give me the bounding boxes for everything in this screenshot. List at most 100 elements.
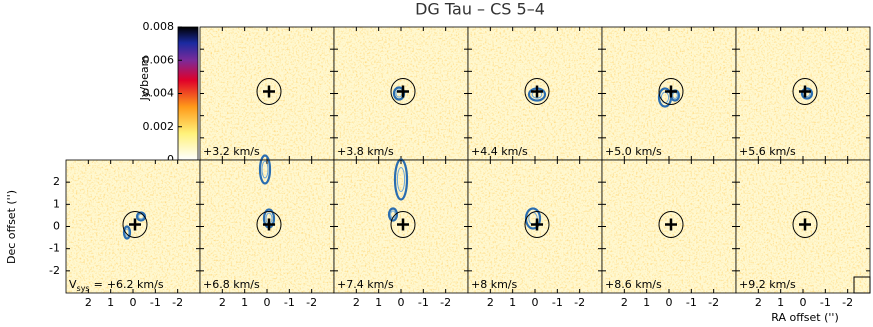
star-marker	[665, 218, 677, 231]
velocity-label: +6.8 km/s	[203, 278, 260, 291]
x-tick-label: 2	[85, 296, 92, 309]
contour	[800, 87, 814, 100]
velocity-value: +4.4 km/s	[471, 145, 528, 158]
velocity-label: +8 km/s	[471, 278, 518, 291]
star-marker	[129, 218, 141, 231]
y-tick-label: 0	[53, 220, 60, 233]
x-tick-label: 2	[755, 296, 762, 309]
star-marker	[531, 218, 543, 231]
x-tick-label: 2	[353, 296, 360, 309]
x-tick-label: 0	[398, 296, 405, 309]
x-tick-label: 0	[264, 296, 271, 309]
velocity-label: +3.8 km/s	[337, 145, 394, 158]
disk-contour	[792, 78, 818, 105]
x-tick-label: 0	[666, 296, 673, 309]
colorbar-tick-label: 0.008	[143, 20, 175, 33]
disk-contour	[122, 211, 148, 238]
x-tick-label: 1	[375, 296, 382, 309]
y-tick-label: 2	[53, 175, 60, 188]
x-tick-label: -1	[150, 296, 161, 309]
star-marker	[397, 85, 409, 98]
x-tick-label: -1	[686, 296, 697, 309]
star-marker	[263, 218, 275, 231]
contour	[387, 207, 399, 222]
x-tick-label: -2	[842, 296, 853, 309]
emission-map	[334, 27, 468, 160]
star-marker	[799, 218, 811, 231]
velocity-value: +9.2 km/s	[739, 278, 796, 291]
velocity-label: +3.2 km/s	[203, 145, 260, 158]
velocity-value: +6.2 km/s	[107, 278, 164, 291]
channel-panel: +5.6 km/s	[735, 26, 871, 161]
velocity-value: +6.8 km/s	[203, 278, 260, 291]
disk-contour	[658, 211, 684, 238]
disk-contour	[524, 78, 550, 105]
contour	[122, 225, 132, 240]
x-tick-label: 2	[621, 296, 628, 309]
disk-contour	[524, 211, 550, 238]
disk-contour	[256, 78, 282, 105]
y-axis-label: Dec offset ('')	[5, 190, 18, 264]
x-tick-label: 0	[800, 296, 807, 309]
disk-contour	[658, 78, 684, 105]
channel-panel: 2 1 0 -1 -2 +8 km/s	[467, 159, 603, 309]
contour-inner	[138, 213, 144, 220]
x-tick-label: 1	[643, 296, 650, 309]
colorbar-tick-label: 0.006	[143, 53, 175, 66]
y-tick-label: -2	[49, 264, 60, 277]
x-tick-label: -1	[552, 296, 563, 309]
x-tick-label: 1	[107, 296, 114, 309]
emission-map	[66, 160, 200, 293]
emission-map	[334, 160, 468, 293]
x-tick-label: -1	[284, 296, 295, 309]
beam-box	[853, 276, 871, 294]
star-marker	[263, 85, 275, 98]
disk-contour	[792, 211, 818, 238]
colorbar-tick-label: 0.002	[143, 120, 175, 133]
x-tick-label: -1	[418, 296, 429, 309]
channel-panel: 2 1 0 -1 -2 +7.4 km/s	[333, 158, 469, 309]
velocity-label: +5.6 km/s	[739, 145, 796, 158]
velocity-label: +8.6 km/s	[605, 278, 662, 291]
x-tick-label: 1	[777, 296, 784, 309]
vsys-sign: =	[94, 278, 103, 291]
colorbar-tick-label: 0	[167, 153, 174, 166]
contour	[258, 154, 272, 185]
x-tick-label: -2	[708, 296, 719, 309]
x-tick-label: -2	[306, 296, 317, 309]
channel-panel: +4.4 km/s	[467, 26, 603, 161]
star-marker	[799, 85, 811, 98]
x-tick-label: 2	[487, 296, 494, 309]
x-tick-label: 2	[219, 296, 226, 309]
contour	[393, 158, 409, 201]
channel-panel: 2 1 0 -1 -2 +8.6 km/s	[601, 159, 737, 309]
x-tick-label: -2	[440, 296, 451, 309]
contour-inner	[261, 160, 269, 179]
x-tick-label: 0	[130, 296, 137, 309]
velocity-label: +7.4 km/s	[337, 278, 394, 291]
star-marker	[397, 218, 409, 231]
vsys-subscript: sys	[77, 284, 90, 293]
star-marker	[531, 85, 543, 98]
velocity-label: +5.0 km/s	[605, 145, 662, 158]
channel-panel: 2 1 0 -1 -2 +9.2 km/s	[735, 159, 871, 309]
figure-title: DG Tau – CS 5–4	[415, 0, 545, 19]
y-tick-label: 1	[53, 197, 60, 210]
x-tick-label: 1	[509, 296, 516, 309]
velocity-value: +8 km/s	[471, 278, 518, 291]
velocity-value: +5.0 km/s	[605, 145, 662, 158]
emission-map	[468, 160, 602, 293]
velocity-value: +5.6 km/s	[739, 145, 796, 158]
x-tick-label: -1	[820, 296, 831, 309]
velocity-label: Vsys = +6.2 km/s	[69, 278, 164, 293]
x-tick-label: 1	[241, 296, 248, 309]
channel-panel: +3.8 km/s	[333, 26, 469, 161]
velocity-value: +7.4 km/s	[337, 278, 394, 291]
velocity-label: +4.4 km/s	[471, 145, 528, 158]
emission-map	[602, 160, 736, 293]
velocity-value: +3.8 km/s	[337, 145, 394, 158]
disk-contour	[256, 211, 282, 238]
colorbar-tick-label: 0.004	[143, 87, 175, 100]
disk-contour	[390, 211, 416, 238]
